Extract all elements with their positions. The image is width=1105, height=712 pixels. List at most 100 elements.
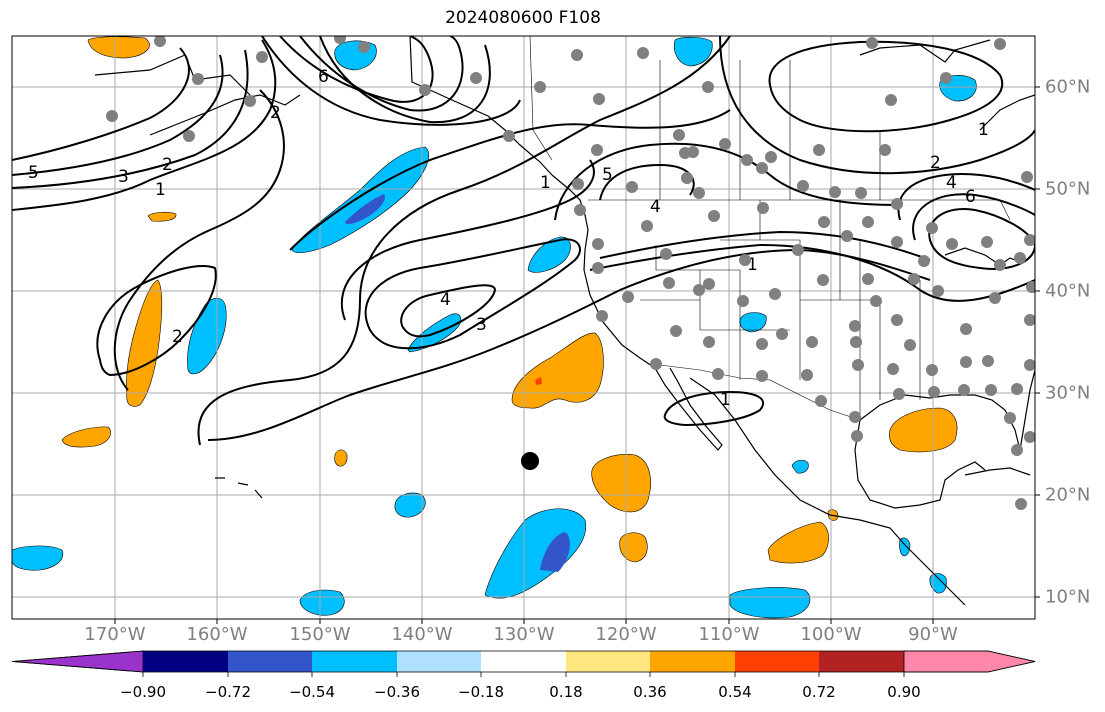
- map-title: 2024080600 F108: [445, 8, 601, 28]
- contour-low-outer: [340, 159, 595, 321]
- colorbar-tick-label: −0.90: [120, 683, 166, 701]
- shade-pos-s-mexico: [619, 532, 648, 563]
- station-dots: [106, 36, 1035, 510]
- contour-label: 4: [440, 290, 451, 310]
- contour-low-inner: [400, 284, 497, 338]
- colorbar-tick-label: 0.54: [718, 683, 752, 701]
- colorbar-segment: [566, 651, 650, 672]
- mexico-west-coast: [689, 377, 966, 606]
- shade-pos-hawaii-n: [334, 449, 348, 467]
- us-west-coast: [583, 229, 656, 369]
- contour-label: 1: [540, 173, 551, 193]
- east-coast: [1019, 369, 1035, 451]
- colorbar-extend-max: [903, 650, 1036, 673]
- shade-pos-mexico-coast: [591, 454, 651, 513]
- contour-ridge-c: [319, 36, 491, 124]
- contour-pacific-a: [197, 36, 731, 446]
- contour-label: 1: [720, 390, 731, 410]
- contour-lines: [12, 36, 1035, 446]
- state-lines: [640, 200, 921, 420]
- colorbar-tick-label: −0.36: [374, 683, 420, 701]
- contour-mexico-loop: [663, 390, 765, 427]
- shade-pos-e-pacific: [767, 521, 829, 564]
- contour-pacific-b: [207, 248, 931, 441]
- shade-neg-ne-pacific: [291, 146, 429, 254]
- contour-label: 5: [602, 165, 613, 185]
- shade-neg-sw-mexico-core: [540, 532, 570, 572]
- shade-neg-hawaii-n: [394, 492, 426, 518]
- contour-label: 3: [476, 315, 487, 335]
- shade-neg-colorado: [739, 312, 767, 333]
- contour-label: 1: [747, 255, 758, 275]
- contour-west-a: [12, 47, 190, 161]
- lat-label: 30°N: [1045, 382, 1091, 404]
- colorbar-segment: [650, 651, 735, 672]
- contour-label: 2: [930, 153, 941, 173]
- contour-west-c: [12, 49, 249, 189]
- shade-pos-small-west: [147, 211, 177, 222]
- shade-pos-bering: [87, 36, 150, 59]
- shade-pos-hawaii-w: [61, 426, 111, 448]
- shade-neg-alaska: [673, 36, 713, 67]
- contour-low-mid: [364, 238, 581, 350]
- contour-ne-low-b: [912, 193, 1035, 241]
- colorbar-segment: [735, 651, 819, 672]
- lon-ticks: [114, 619, 934, 624]
- shade-neg-ne-pacific-core: [345, 194, 385, 225]
- lat-label: 60°N: [1045, 76, 1091, 98]
- positive-anomaly-shading: [61, 36, 958, 564]
- lon-label: 170°W: [84, 624, 146, 645]
- great-lakes: [944, 247, 1021, 266]
- us-mexico-border: [659, 364, 861, 421]
- colorbar-segment: [228, 651, 312, 672]
- contour-west-d: [12, 39, 277, 211]
- shade-pos-off-baja: [511, 332, 604, 409]
- shade-neg-central-am: [929, 573, 947, 594]
- shade-neg-gulf-ca: [791, 459, 809, 474]
- shade-pos-core: [535, 377, 542, 385]
- contour-canada-a: [768, 40, 1003, 133]
- contour-ridge-a: [279, 36, 434, 103]
- colorbar-segment: [481, 651, 566, 672]
- contour-n-us-a: [554, 142, 901, 221]
- contour-n-us-b: [599, 163, 695, 201]
- contour-label: 1: [155, 180, 166, 200]
- contour-us-b: [599, 230, 931, 261]
- lon-label: 120°W: [595, 624, 657, 645]
- lat-label: 50°N: [1045, 178, 1091, 200]
- colorbar-tick-label: −0.18: [458, 683, 504, 701]
- storm-center-dot: [521, 452, 539, 470]
- contour-label: 6: [318, 67, 329, 87]
- bc-coast: [551, 174, 589, 231]
- contour-west-loop-a: [96, 264, 217, 377]
- colorbar-segment: [312, 651, 397, 672]
- colorbar-tick-label: −0.72: [205, 683, 251, 701]
- contour-ne-low-c: [897, 173, 1035, 221]
- shade-neg-south: [299, 589, 345, 616]
- contour-label: 4: [946, 173, 957, 193]
- canada-provinces: [659, 60, 881, 200]
- labrador: [979, 94, 1035, 131]
- contour-west-loop-b: [113, 89, 285, 391]
- lon-label: 90°W: [908, 624, 958, 645]
- shade-pos-gulf: [889, 407, 958, 453]
- shade-neg-south-center: [729, 587, 811, 619]
- negative-anomaly-shading: [12, 36, 977, 619]
- lon-label: 150°W: [289, 624, 351, 645]
- colorbar-tick-label: 0.18: [549, 683, 583, 701]
- lon-label: 160°W: [186, 624, 248, 645]
- colorbar-tick-label: 0.90: [887, 683, 921, 701]
- colorbar-segment: [397, 651, 481, 672]
- colorbar: [11, 650, 1036, 677]
- contour-label: 2: [172, 327, 183, 347]
- contour-labels: 5 3 2 1 2 4 3 5 4 1 1 2 4 6 1 2 6 1: [28, 67, 989, 410]
- contour-canada-b: [719, 36, 1035, 175]
- shade-neg-west-edge: [12, 545, 64, 571]
- baja-peninsula: [654, 367, 723, 451]
- lat-ticks: [1035, 86, 1040, 598]
- contour-west-b: [12, 54, 224, 176]
- hudson-bay: [859, 39, 991, 63]
- lat-label: 20°N: [1045, 484, 1091, 506]
- contour-label: 5: [28, 163, 39, 183]
